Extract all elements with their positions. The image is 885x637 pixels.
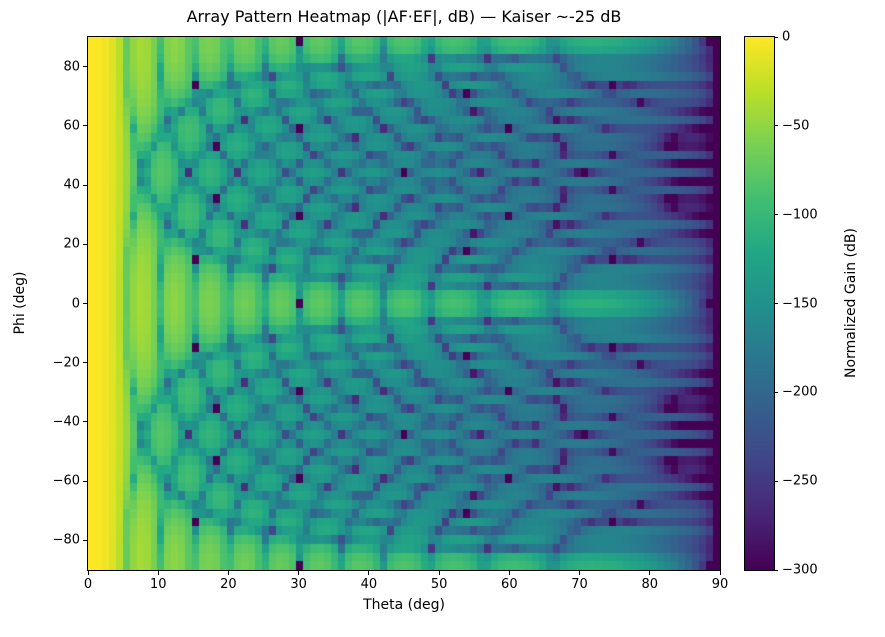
x-tick-label: 30 [290,577,307,592]
x-tick-label: 0 [83,577,93,592]
y-tick-label: 40 [63,177,80,193]
x-tick-mark [298,571,300,575]
y-tick-label: −40 [52,414,80,430]
x-tick-mark [719,571,721,575]
x-tick-mark [438,571,440,575]
x-tick-label: 10 [149,577,167,592]
colorbar-tick-label: −100 [782,207,818,223]
y-tick-label: −20 [52,355,80,371]
y-axis-label: Phi (deg) [12,271,28,335]
x-tick-label: 60 [501,577,518,592]
x-axis-label: Theta (deg) [363,597,445,613]
x-tick-mark [508,571,510,575]
colorbar-gradient [745,37,774,570]
x-tick-label: 80 [641,577,659,592]
x-tick-mark [87,571,89,575]
y-tick-label: 80 [63,59,80,75]
chart-title: Array Pattern Heatmap (|AF·EF|, dB) — Ka… [186,7,622,26]
colorbar [744,36,775,571]
plot-area [87,36,721,571]
x-tick-label: 70 [571,577,588,592]
colorbar-tick-label: −250 [782,473,818,489]
heatmap-canvas [88,37,720,570]
x-tick-label: 40 [360,577,378,592]
colorbar-label: Normalized Gain (dB) [843,228,859,378]
x-tick-label: 50 [430,577,448,592]
x-tick-mark [157,571,159,575]
colorbar-tick-label: −300 [782,562,818,578]
colorbar-tick-label: 0 [782,29,791,45]
x-tick-label: 20 [220,577,237,592]
colorbar-tick-label: −200 [782,384,818,400]
x-tick-mark [649,571,651,575]
y-tick-label: −80 [52,532,80,548]
colorbar-tick-label: −50 [782,118,810,134]
x-tick-mark [227,571,229,575]
x-tick-mark [579,571,581,575]
y-tick-label: 20 [63,236,80,252]
y-tick-label: −60 [52,473,80,489]
x-tick-mark [368,571,370,575]
y-tick-label: 0 [71,296,80,311]
colorbar-tick-label: −150 [782,296,818,311]
y-tick-label: 60 [63,118,80,134]
x-tick-label: 90 [711,577,729,592]
